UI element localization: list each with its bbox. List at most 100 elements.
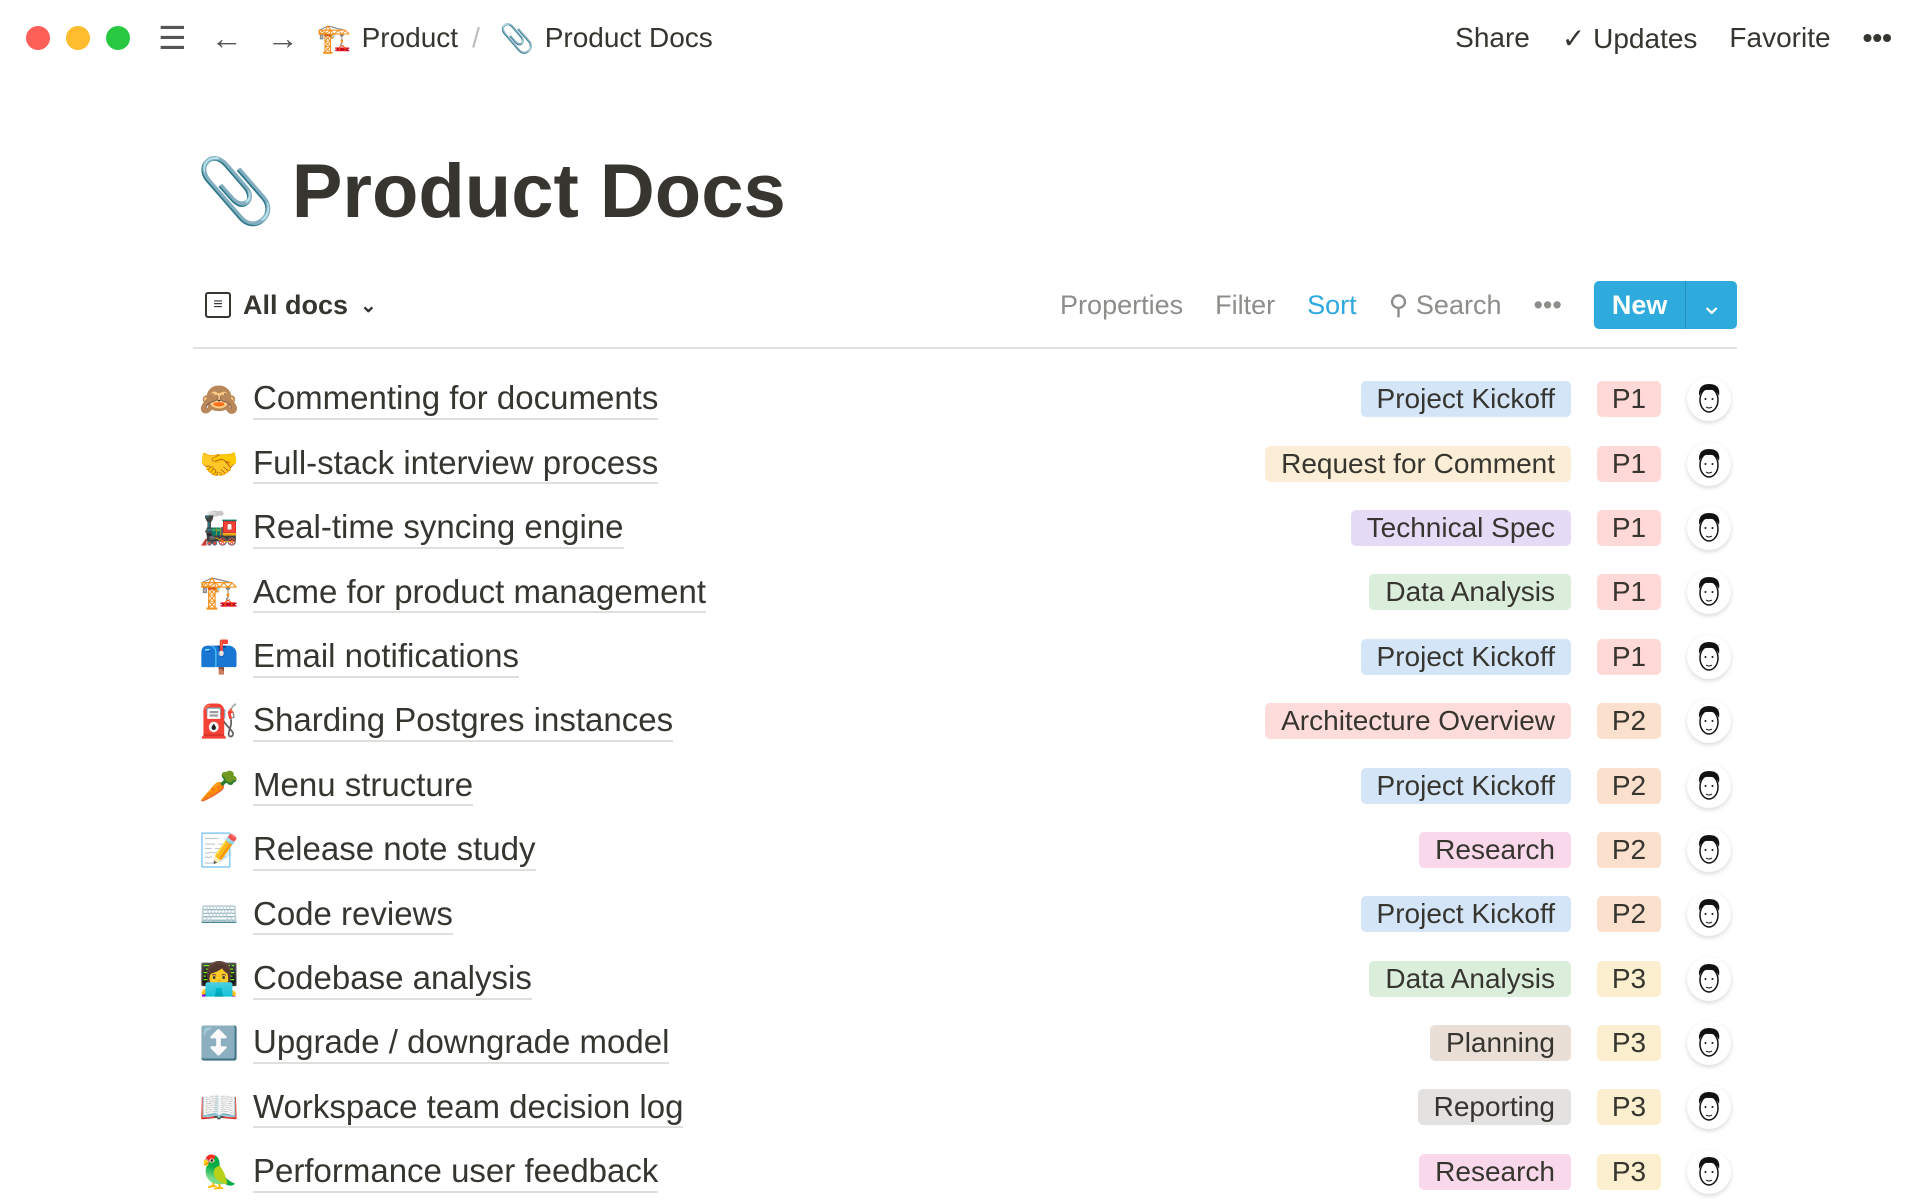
person-face-icon [1698,834,1720,864]
avatar[interactable] [1687,892,1731,937]
avatar[interactable] [1687,505,1731,550]
type-tag: Planning [1430,1025,1571,1062]
person-face-icon [1698,899,1720,929]
person-face-icon [1698,1092,1720,1122]
breadcrumb-product[interactable]: 🏗️ Product [317,22,458,55]
doc-title[interactable]: Commenting for documents [253,378,659,420]
type-tag: Data Analysis [1369,960,1571,997]
breadcrumb-label: Product [361,22,459,53]
list-item[interactable]: 📝 Release note study Research P2 [193,818,1737,882]
search-icon: ⚲ [1388,289,1416,320]
more-options-icon[interactable]: ••• [1862,22,1892,53]
avatar[interactable] [1687,1149,1731,1194]
view-label: All docs [243,289,349,320]
type-tag: Research [1419,1153,1571,1190]
list-view-icon: ≡ [205,292,231,318]
list-item[interactable]: 🚂 Real-time syncing engine Technical Spe… [193,496,1737,560]
page-emoji-icon: 🚂 [199,509,239,546]
list-item[interactable]: 🙈 Commenting for documents Project Kicko… [193,367,1737,431]
avatar[interactable] [1687,763,1731,808]
avatar[interactable] [1687,699,1731,744]
type-tag: Request for Comment [1265,445,1571,482]
priority-tag: P3 [1597,960,1661,997]
list-item[interactable]: ⛽ Sharding Postgres instances Architectu… [193,689,1737,753]
list-item[interactable]: 🏗️ Acme for product management Data Anal… [193,560,1737,624]
list-item[interactable]: 🤝 Full-stack interview process Request f… [193,431,1737,495]
avatar[interactable] [1687,634,1731,679]
list-item[interactable]: 🥕 Menu structure Project Kickoff P2 [193,753,1737,817]
person-face-icon [1698,577,1720,607]
new-button[interactable]: New [1611,289,1668,320]
priority-tag: P1 [1597,509,1661,546]
list-item[interactable]: 📖 Workspace team decision log Reporting … [193,1075,1737,1139]
priority-tag: P2 [1597,767,1661,804]
breadcrumb-label: Product Docs [544,22,713,53]
new-button-group: New ⌄ [1593,281,1737,329]
type-tag: Project Kickoff [1360,381,1571,418]
updates-label: Updates [1593,22,1698,54]
page-emoji-icon: ⌨️ [199,896,239,933]
page-emoji-icon: 🤝 [199,445,239,482]
filter-button[interactable]: Filter [1215,289,1276,320]
doc-title[interactable]: Release note study [253,829,536,871]
forward-arrow-icon[interactable]: → [266,20,299,56]
person-face-icon [1698,963,1720,993]
view-selector[interactable]: ≡ All docs ⌄ [205,290,377,321]
doc-title[interactable]: Full-stack interview process [253,443,659,485]
priority-tag: P3 [1597,1089,1661,1126]
doc-title[interactable]: Upgrade / downgrade model [253,1022,670,1064]
maximize-window-button[interactable] [106,26,130,50]
back-arrow-icon[interactable]: ← [210,20,243,56]
doc-title[interactable]: Code reviews [253,894,453,936]
avatar[interactable] [1687,1021,1731,1066]
avatar[interactable] [1687,377,1731,422]
checkmark-icon: ✓ [1561,22,1594,54]
list-item[interactable]: 👩‍💻 Codebase analysis Data Analysis P3 [193,947,1737,1011]
list-item[interactable]: ⌨️ Code reviews Project Kickoff P2 [193,882,1737,946]
doc-title[interactable]: Sharding Postgres instances [253,700,674,742]
sort-button[interactable]: Sort [1307,289,1357,320]
priority-tag: P3 [1597,1025,1661,1062]
search-button[interactable]: ⚲ Search [1389,290,1502,321]
avatar[interactable] [1687,570,1731,615]
doc-title[interactable]: Workspace team decision log [253,1087,684,1129]
updates-button[interactable]: ✓ Updates [1562,22,1698,55]
page-title[interactable]: Product Docs [291,149,786,234]
share-button[interactable]: Share [1455,22,1530,53]
favorite-button[interactable]: Favorite [1729,22,1831,53]
menu-icon[interactable]: ☰ [158,20,187,56]
doc-list: 🙈 Commenting for documents Project Kicko… [193,367,1737,1204]
avatar[interactable] [1687,1085,1731,1130]
doc-title[interactable]: Performance user feedback [253,1151,659,1193]
search-label: Search [1415,289,1502,320]
doc-title[interactable]: Real-time syncing engine [253,507,624,549]
avatar[interactable] [1687,827,1731,872]
page-emoji-icon: 🥕 [199,767,239,804]
paperclip-icon: 📎 [499,22,535,54]
close-window-button[interactable] [26,26,50,50]
type-tag: Project Kickoff [1360,767,1571,804]
list-item[interactable]: ↕️ Upgrade / downgrade model Planning P3 [193,1011,1737,1075]
type-tag: Project Kickoff [1360,638,1571,675]
doc-title[interactable]: Codebase analysis [253,958,532,1000]
page-emoji-icon: 🦜 [199,1153,239,1190]
new-dropdown-chevron-icon[interactable]: ⌄ [1685,281,1737,329]
crane-icon: 🏗️ [316,22,352,54]
doc-title[interactable]: Acme for product management [253,572,707,614]
person-face-icon [1698,770,1720,800]
person-face-icon [1698,641,1720,671]
avatar[interactable] [1687,441,1731,486]
avatar[interactable] [1687,956,1731,1001]
person-face-icon [1698,1156,1720,1186]
doc-title[interactable]: Menu structure [253,765,474,807]
list-item[interactable]: 🦜 Performance user feedback Research P3 [193,1140,1737,1204]
list-item[interactable]: 📫 Email notifications Project Kickoff P1 [193,625,1737,689]
minimize-window-button[interactable] [66,26,90,50]
breadcrumb-product-docs[interactable]: 📎 Product Docs [500,22,713,55]
properties-button[interactable]: Properties [1060,289,1184,320]
priority-tag: P1 [1597,638,1661,675]
paperclip-icon[interactable]: 📎 [196,155,276,227]
page-emoji-icon: 📝 [199,831,239,868]
more-options-icon[interactable]: ••• [1533,289,1562,320]
doc-title[interactable]: Email notifications [253,636,519,678]
